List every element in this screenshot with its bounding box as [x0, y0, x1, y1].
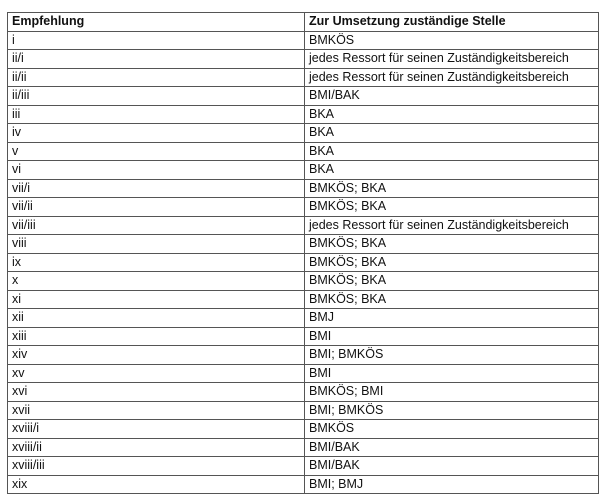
recommendation-cell: xvi — [7, 382, 305, 402]
responsible-cell: BMI/BAK — [304, 456, 599, 476]
responsible-cell: jedes Ressort für seinen Zuständigkeitsb… — [304, 215, 599, 235]
responsible-cell: BMI — [304, 326, 599, 346]
responsible-cell: BMKÖS — [304, 419, 599, 439]
responsible-cell: BMKÖS; BKA — [304, 234, 599, 254]
table-row: viii BMKÖS; BKA — [7, 234, 599, 254]
table-row: ii/i jedes Ressort für seinen Zuständigke… — [7, 49, 599, 69]
table-row: xviii/iii BMI/BAK — [7, 456, 599, 476]
recommendation-cell: xviii/i — [7, 419, 305, 439]
recommendation-cell: xi — [7, 289, 305, 309]
header-empfehlung: Empfehlung — [7, 12, 305, 32]
responsible-cell: jedes Ressort für seinen Zuständigkeitsb… — [304, 67, 599, 87]
recommendation-cell: x — [7, 271, 305, 291]
recommendation-cell: ii/ii — [7, 67, 305, 87]
recommendation-cell: iii — [7, 104, 305, 124]
table-row: ix BMKÖS; BKA — [7, 252, 599, 272]
recommendation-cell: xviii/iii — [7, 456, 305, 476]
table-row: xviii/i BMKÖS — [7, 419, 599, 439]
table-row: vi BKA — [7, 160, 599, 180]
responsible-cell: BKA — [304, 104, 599, 124]
recommendation-cell: vii/i — [7, 178, 305, 198]
responsible-cell: BMKÖS; BKA — [304, 178, 599, 198]
table-row: vii/ii BMKÖS; BKA — [7, 197, 599, 217]
responsible-cell: BKA — [304, 160, 599, 180]
table-row: iv BKA — [7, 123, 599, 143]
responsible-cell: BMJ — [304, 308, 599, 328]
recommendation-cell: iv — [7, 123, 305, 143]
responsible-cell: BKA — [304, 123, 599, 143]
recommendation-cell: vii/ii — [7, 197, 305, 217]
table-row: xii BMJ — [7, 308, 599, 328]
recommendation-cell: xiii — [7, 326, 305, 346]
responsible-cell: jedes Ressort für seinen Zuständigkeitsb… — [304, 49, 599, 69]
recommendation-cell: i — [7, 30, 305, 50]
responsible-cell: BKA — [304, 141, 599, 161]
responsible-cell: BMI; BMJ — [304, 474, 599, 494]
recommendation-cell: xviii/ii — [7, 437, 305, 457]
responsible-cell: BMI/BAK — [304, 86, 599, 106]
recommendations-table: Empfehlung Zur Umsetzung zuständige Stel… — [7, 12, 599, 494]
recommendation-cell: xvii — [7, 400, 305, 420]
responsible-cell: BMI/BAK — [304, 437, 599, 457]
recommendation-cell: ii/iii — [7, 86, 305, 106]
table-row: xix BMI; BMJ — [7, 474, 599, 494]
table-row: v BKA — [7, 141, 599, 161]
table-row: ii/iii BMI/BAK — [7, 86, 599, 106]
table-row: vii/iii jedes Ressort für seinen Zuständi… — [7, 215, 599, 235]
responsible-cell: BMKÖS; BKA — [304, 289, 599, 309]
responsible-cell: BMI; BMKÖS — [304, 400, 599, 420]
responsible-cell: BMKÖS; BKA — [304, 271, 599, 291]
responsible-cell: BMKÖS; BKA — [304, 197, 599, 217]
responsible-cell: BMI — [304, 363, 599, 383]
recommendation-cell: v — [7, 141, 305, 161]
table-row: i BMKÖS — [7, 30, 599, 50]
table-row: ii/ii jedes Ressort für seinen Zuständigk… — [7, 67, 599, 87]
table-row: xi BMKÖS; BKA — [7, 289, 599, 309]
recommendation-cell: xix — [7, 474, 305, 494]
table-row: xiv BMI; BMKÖS — [7, 345, 599, 365]
header-row: Empfehlung Zur Umsetzung zuständige Stel… — [7, 12, 599, 32]
recommendation-cell: xiv — [7, 345, 305, 365]
recommendation-cell: viii — [7, 234, 305, 254]
responsible-cell: BMKÖS; BMI — [304, 382, 599, 402]
responsible-cell: BMKÖS — [304, 30, 599, 50]
recommendation-cell: xii — [7, 308, 305, 328]
table-row: xvi BMKÖS; BMI — [7, 382, 599, 402]
table-row: xvii BMI; BMKÖS — [7, 400, 599, 420]
recommendation-cell: ix — [7, 252, 305, 272]
responsible-cell: BMKÖS; BKA — [304, 252, 599, 272]
recommendation-cell: vii/iii — [7, 215, 305, 235]
table-row: x BMKÖS; BKA — [7, 271, 599, 291]
table-row: xiii BMI — [7, 326, 599, 346]
table-row: iii BKA — [7, 104, 599, 124]
recommendation-cell: xv — [7, 363, 305, 383]
table-row: xv BMI — [7, 363, 599, 383]
table-row: vii/i BMKÖS; BKA — [7, 178, 599, 198]
responsible-cell: BMI; BMKÖS — [304, 345, 599, 365]
recommendation-cell: vi — [7, 160, 305, 180]
table-row: xviii/ii BMI/BAK — [7, 437, 599, 457]
header-stelle: Zur Umsetzung zuständige Stelle — [304, 12, 599, 32]
recommendation-cell: ii/i — [7, 49, 305, 69]
